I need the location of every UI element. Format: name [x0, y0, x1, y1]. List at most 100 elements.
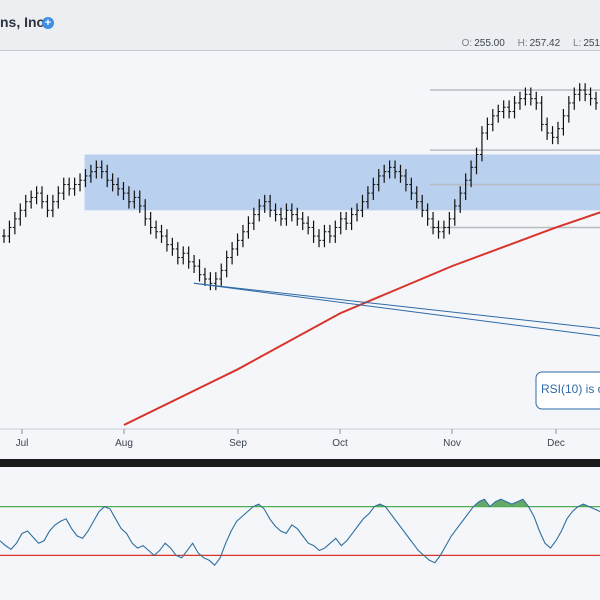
ohlc-bar	[409, 177, 414, 200]
ohlc-bar	[99, 160, 104, 179]
ohlc-bar	[61, 177, 66, 200]
low-label: L:	[572, 38, 582, 49]
ohlc-readout: O: 255.00 H: 257.42 L: 251	[452, 38, 600, 49]
ohlc-bar	[257, 199, 262, 222]
ohlc-bar	[40, 186, 45, 209]
ohlc-bar	[436, 220, 441, 239]
ohlc-bar	[72, 177, 77, 196]
ohlc-bar	[490, 108, 495, 132]
ohlc-bar	[344, 212, 349, 231]
ohlc-bar	[105, 164, 110, 188]
x-tick-label: Sep	[229, 438, 247, 449]
ohlc-bar	[23, 194, 28, 218]
ohlc-bar	[78, 173, 83, 192]
ohlc-bar	[333, 220, 338, 243]
ohlc-bar	[566, 96, 571, 123]
ohlc-bar	[197, 259, 202, 282]
ohlc-bar	[485, 117, 490, 140]
pane-divider	[0, 459, 600, 467]
ohlc-bar	[224, 250, 229, 278]
ohlc-bar	[45, 194, 50, 218]
ohlc-bar	[2, 229, 6, 243]
ohlc-bar	[545, 117, 550, 140]
low-value: 251	[583, 38, 600, 49]
ohlc-bar	[458, 186, 463, 213]
ohlc-bar	[29, 190, 34, 209]
moving-average-line	[123, 211, 600, 426]
resistance-zone-layer	[84, 154, 600, 211]
ohlc-bar	[403, 169, 408, 192]
ohlc-bar	[479, 126, 484, 162]
trendline	[193, 282, 600, 330]
x-tick-label: Jul	[16, 438, 29, 449]
ohlc-bar	[116, 177, 121, 196]
ohlc-bar	[67, 177, 72, 196]
ohlc-bar	[360, 194, 365, 218]
ohlc-bar	[474, 147, 479, 175]
ohlc-bar	[170, 237, 175, 256]
ohlc-bar	[7, 220, 12, 243]
rsi-note-box	[535, 371, 600, 410]
x-tick-label: Aug	[115, 438, 133, 449]
price-levels	[430, 89, 600, 229]
plus-circle-icon[interactable]: +	[42, 17, 54, 29]
ohlc-bar	[555, 121, 560, 145]
ohlc-bar	[376, 169, 381, 192]
ohlc-bar	[496, 104, 501, 123]
ohlc-bar	[181, 246, 186, 265]
ohlc-bar	[382, 164, 387, 183]
ohlc-bar	[208, 272, 213, 291]
ohlc-bar	[56, 186, 61, 209]
rsi-note-text: RSI(10) is o	[541, 382, 600, 396]
ohlc-bars	[2, 83, 598, 291]
x-tick-label: Oct	[332, 438, 348, 449]
ohlc-bar	[501, 100, 506, 119]
ohlc-bar	[246, 216, 251, 239]
trendline-layer	[193, 282, 600, 337]
annotation-layer: RSI(10) is o	[535, 371, 600, 410]
ohlc-bar	[322, 224, 327, 248]
ohlc-bar	[550, 126, 555, 145]
rsi-pane	[0, 467, 600, 600]
ohlc-bar	[306, 216, 311, 235]
resistance-zone	[84, 154, 600, 211]
ohlc-bar	[300, 212, 305, 231]
trendline	[193, 282, 600, 337]
ohlc-bar	[83, 169, 88, 188]
ohlc-bar	[327, 224, 332, 243]
ohlc-bar	[230, 242, 235, 265]
ohlc-bar	[512, 96, 517, 119]
ohlc-bar	[273, 203, 278, 222]
ohlc-bar	[594, 91, 598, 110]
chart-header: ns, Inc. + O: 255.00 H: 257.42 L: 251	[0, 0, 600, 51]
ohlc-bar	[317, 229, 322, 248]
x-tick-label: Dec	[547, 438, 565, 449]
ohlc-bar	[311, 220, 316, 243]
open-label: O:	[461, 38, 473, 49]
ohlc-bar	[12, 212, 17, 235]
ohlc-bar	[355, 203, 360, 222]
open-value: 255.00	[474, 38, 505, 49]
ohlc-bar	[137, 190, 142, 213]
ohlc-bar	[420, 194, 425, 218]
ohlc-bar	[132, 190, 137, 209]
ohlc-bar	[338, 212, 343, 235]
ohlc-bar	[268, 194, 273, 218]
ohlc-bar	[143, 199, 148, 226]
ohlc-bar	[431, 212, 436, 235]
ohlc-bar	[583, 83, 588, 102]
ohlc-bar	[528, 87, 533, 106]
ohlc-bar	[289, 203, 294, 222]
rsi-line	[0, 498, 600, 566]
ohlc-bar	[295, 207, 300, 226]
ohlc-bar	[126, 186, 131, 209]
ohlc-bar	[121, 181, 126, 200]
ohlc-bar	[240, 224, 245, 248]
ohlc-bar	[186, 246, 191, 269]
ohlc-bar	[110, 173, 115, 192]
ohlc-bar	[213, 272, 218, 291]
ohlc-bar	[148, 212, 153, 235]
ohlc-bar	[284, 203, 289, 226]
